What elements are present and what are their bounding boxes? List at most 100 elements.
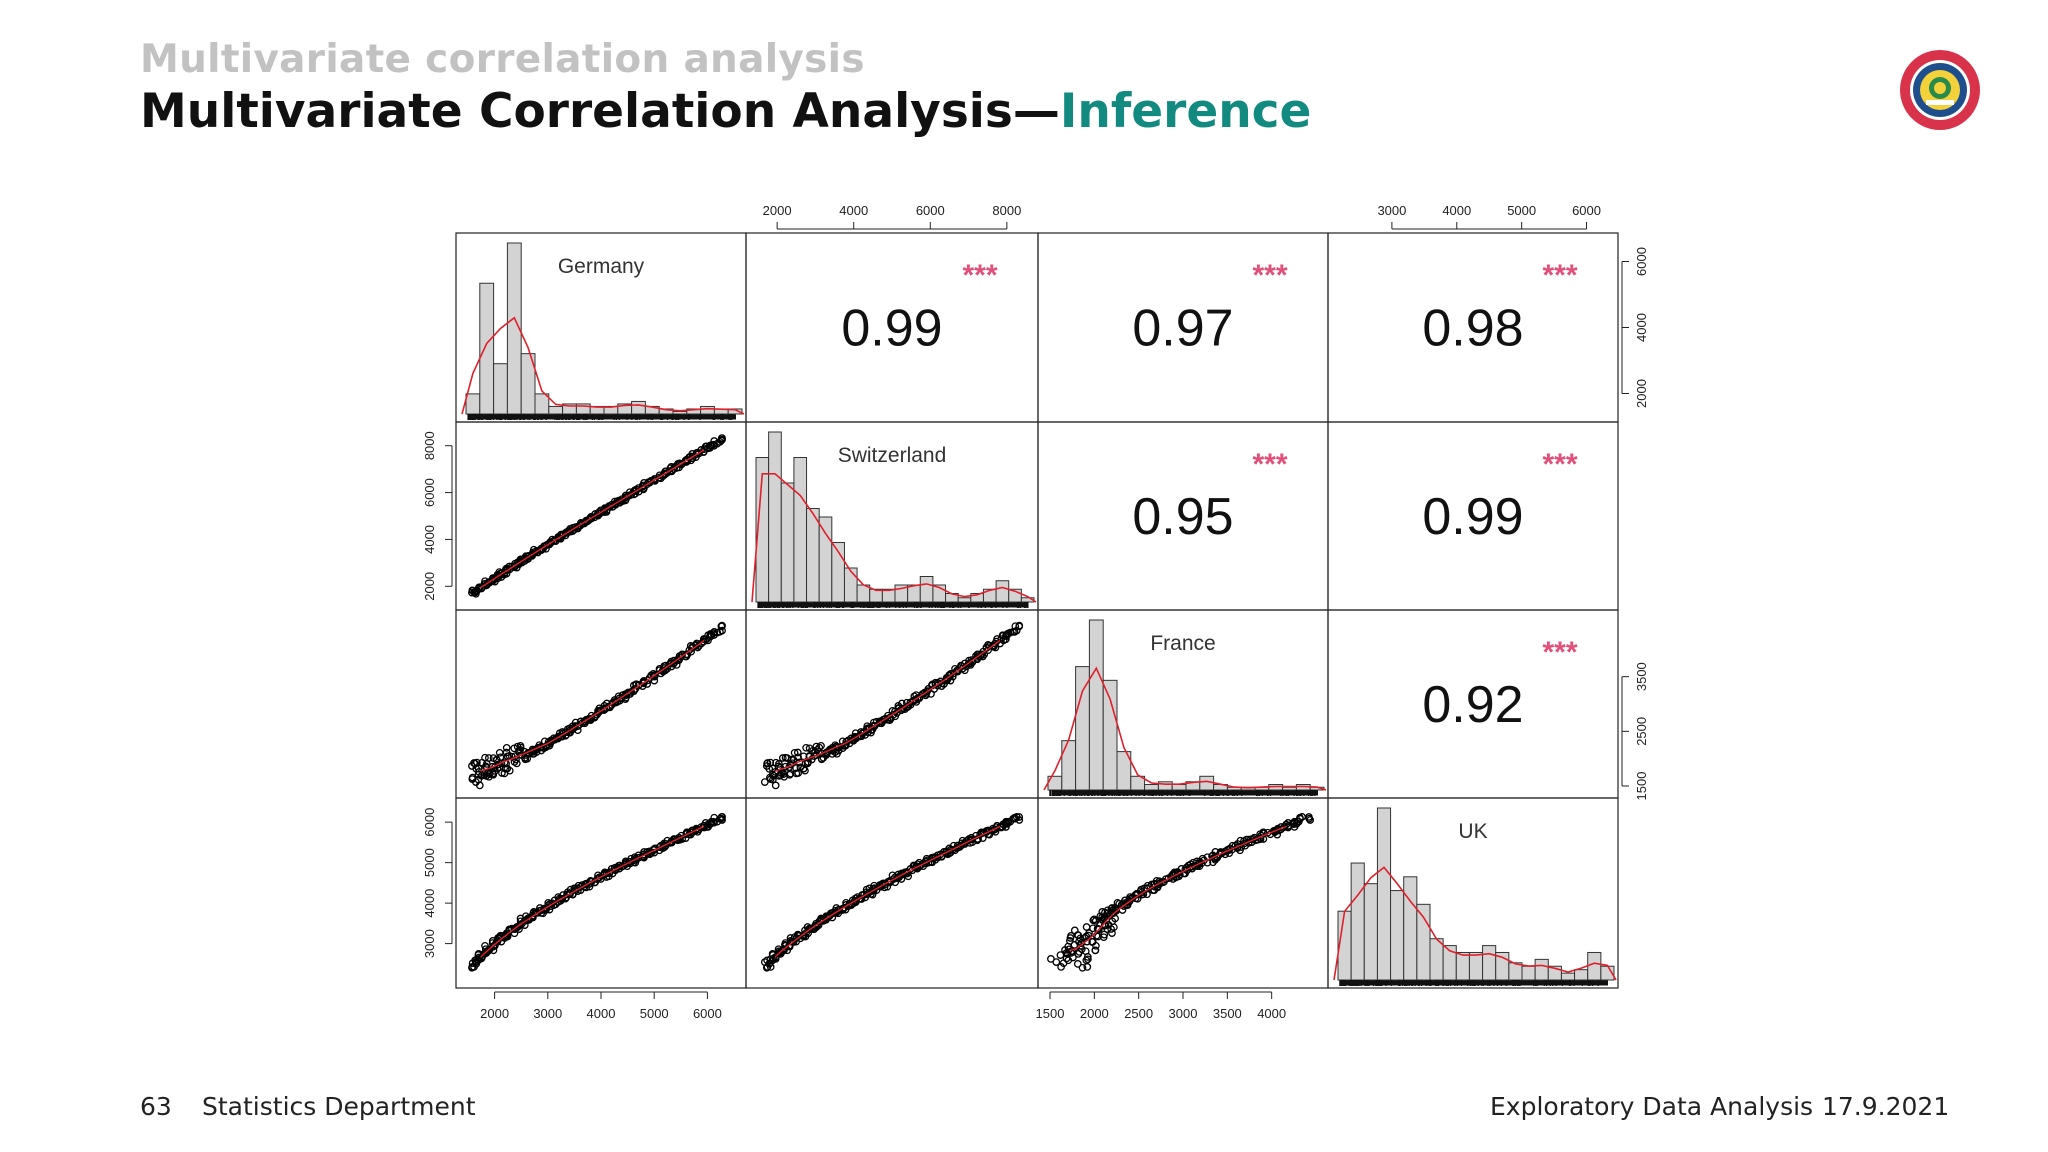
scatter-point — [1084, 955, 1092, 964]
university-logo — [1900, 50, 1980, 130]
diag-label-uk: UK — [1458, 820, 1487, 843]
tick-label: 2500 — [1634, 717, 1649, 746]
scatter-point — [1085, 929, 1093, 938]
scatter-switzerland-vs-germany — [468, 434, 726, 598]
scatter-point — [1233, 843, 1242, 851]
histogram-bar — [869, 588, 883, 603]
tick-label: 8000 — [992, 203, 1021, 218]
tick-label: 6000 — [422, 478, 437, 507]
scatter-point — [718, 621, 726, 630]
tick-label: 4000 — [1442, 203, 1471, 218]
scatter-point — [1015, 816, 1024, 824]
histogram-bar — [1144, 784, 1159, 791]
histogram-switzerland — [751, 431, 1037, 608]
scatter-point — [1066, 937, 1074, 945]
scatter-point — [1090, 915, 1099, 924]
histogram-bar — [1468, 951, 1484, 981]
significance-stars: *** — [1542, 448, 1577, 481]
histogram-bar — [548, 405, 564, 415]
scatter-point — [508, 752, 516, 761]
tick-label: 4000 — [839, 203, 868, 218]
histogram-bar — [1102, 679, 1118, 791]
scatter-point — [818, 749, 826, 758]
footer-department: Statistics Department — [202, 1092, 476, 1121]
scatter-point — [801, 766, 809, 775]
scatter-france-vs-switzerland — [760, 621, 1024, 790]
scatter-point — [573, 726, 582, 735]
histogram-uk — [1333, 807, 1617, 986]
scatter-point — [650, 672, 659, 681]
significance-stars: *** — [1542, 259, 1577, 292]
histogram-bar — [768, 431, 782, 603]
tick-label: 4000 — [422, 525, 437, 554]
scatter-point — [1074, 931, 1083, 940]
scatter-point — [516, 741, 525, 750]
scatter-point — [1002, 817, 1010, 826]
scatter-point — [718, 816, 726, 824]
scatter-point — [481, 753, 489, 762]
correlation-value: 0.99 — [1422, 488, 1523, 546]
slide-title: Multivariate Correlation Analysis—Infere… — [140, 84, 1311, 140]
density-curve — [461, 316, 745, 415]
tick-label: 6000 — [1634, 247, 1649, 276]
scatter-point — [923, 687, 932, 695]
tick-label: 3500 — [1634, 662, 1649, 691]
tick-label: 5000 — [1507, 203, 1536, 218]
scatter-point — [1011, 814, 1020, 823]
axis-side-switzerland: 2000 4000 6000 8000 — [422, 431, 453, 601]
histogram-bar — [1521, 965, 1536, 981]
scatter-point — [769, 771, 778, 780]
scatter-point — [502, 743, 511, 752]
histogram-bar — [672, 410, 688, 415]
tick-label: 2000 — [763, 203, 792, 218]
scatter-point — [485, 770, 494, 779]
scatter-point — [856, 894, 865, 903]
scatter-point — [502, 932, 510, 941]
smooth-line — [480, 639, 705, 772]
scatter-point — [1015, 813, 1024, 821]
scatter-point — [1062, 954, 1071, 963]
histogram-bar — [806, 508, 820, 603]
tick-label: 6000 — [422, 808, 437, 837]
scatter-point — [558, 894, 567, 903]
histogram-bar — [1574, 969, 1589, 981]
histogram-bar — [1390, 890, 1405, 981]
correlation-value: 0.97 — [1132, 300, 1233, 358]
axis-top-or-bottom-france: 1500 2000 2500 3000 3500 4000 — [1036, 991, 1286, 1021]
histogram-bar — [780, 482, 795, 603]
histogram-bar — [1429, 938, 1444, 981]
scatter-point — [481, 941, 489, 950]
scatter-point — [1296, 814, 1304, 823]
tick-label: 2000 — [1634, 379, 1649, 408]
correlation-value: 0.99 — [841, 300, 942, 358]
scatter-point — [468, 959, 477, 968]
scatter-point — [1073, 960, 1082, 968]
histogram-bar — [1482, 945, 1497, 981]
scatter-point — [505, 766, 514, 775]
tick-label: 8000 — [422, 431, 437, 460]
scatter-point — [1078, 963, 1087, 972]
histogram-bar — [1363, 883, 1378, 981]
tick-label: 3000 — [533, 1006, 562, 1021]
histogram-bar — [1560, 972, 1576, 981]
scatter-point — [1015, 621, 1024, 630]
axis-top-or-bottom-uk: 3000 4000 5000 6000 — [1377, 203, 1601, 230]
scatter-point — [475, 781, 484, 790]
significance-stars: *** — [1542, 636, 1577, 669]
scatter-point — [717, 813, 726, 821]
smooth-line — [480, 449, 705, 589]
scatter-france-vs-germany — [468, 621, 726, 790]
correlation-value: 0.95 — [1132, 488, 1233, 546]
histogram-bar — [907, 584, 921, 603]
scatter-point — [1066, 934, 1075, 942]
scatter-uk-vs-switzerland — [760, 813, 1024, 972]
panel-uk-uk — [1327, 797, 1619, 989]
scatter-point — [1306, 816, 1315, 824]
tick-label: 3500 — [1213, 1006, 1242, 1021]
scatter-point — [484, 754, 493, 762]
scatter-point — [1011, 622, 1020, 631]
correlation-value: 0.92 — [1422, 676, 1523, 734]
scatter-point — [710, 628, 719, 636]
scatter-point — [1047, 955, 1055, 963]
axis-top-or-bottom-germany: 2000 3000 4000 5000 6000 — [480, 991, 722, 1021]
